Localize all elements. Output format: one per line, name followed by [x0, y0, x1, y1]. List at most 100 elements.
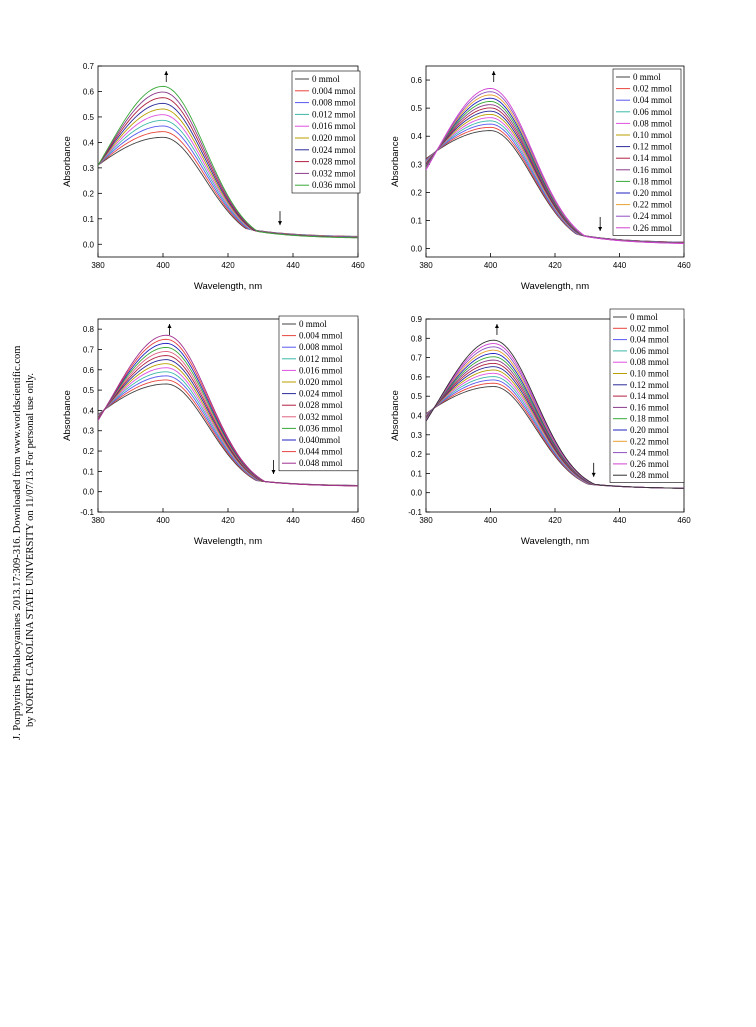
- y-tick-label: 0.7: [83, 62, 95, 71]
- increase-arrowhead: [164, 71, 169, 75]
- increase-arrowhead: [167, 324, 172, 328]
- legend-entry: 0.20 mmol: [630, 425, 670, 435]
- y-tick-label: 0.4: [83, 138, 95, 147]
- series-line: [426, 339, 684, 489]
- series-group: [426, 339, 684, 489]
- legend-entry: 0.016 mmol: [299, 365, 343, 375]
- y-axis-label: Absorbance: [62, 390, 73, 441]
- legend-entry: 0.020 mmol: [312, 133, 356, 143]
- legend-entry: 0.04 mmol: [633, 95, 673, 105]
- y-tick-label: 0.0: [411, 245, 423, 254]
- legend-entry: 0.08 mmol: [630, 357, 670, 367]
- legend-entry: 0 mmol: [633, 72, 661, 82]
- x-tick-label: 400: [484, 516, 498, 525]
- legend-entry: 0.024 mmol: [299, 389, 343, 399]
- legend-entry: 0.028 mmol: [299, 400, 343, 410]
- legend-entry: 0.16 mmol: [633, 165, 673, 175]
- y-tick-label: 0.7: [411, 354, 423, 363]
- series-line: [426, 88, 684, 244]
- chart-panel-bottom-right: 380 400 420 440 460 -0.1 0.0 0.1 0.2 0.3 0.4 0.5 0.6…: [390, 308, 691, 547]
- watermark-line-1: J. Porphyrins Phthalocyanines 2013.17:30…: [12, 346, 23, 740]
- legend-entry: 0.004 mmol: [299, 331, 343, 341]
- x-axis-label: Wavelength, nm: [521, 281, 589, 292]
- legend-entry: 0.008 mmol: [299, 342, 343, 352]
- x-tick-label: 460: [677, 261, 691, 270]
- legend-entry: 0.036 mmol: [299, 423, 343, 433]
- legend-entry: 0.04 mmol: [630, 335, 670, 345]
- x-tick-label: 380: [91, 516, 105, 525]
- y-tick-label: 0.7: [83, 345, 95, 354]
- legend-entry: 0.14 mmol: [630, 391, 670, 401]
- y-tick-label: 0.3: [411, 431, 423, 440]
- legend-entry: 0.004 mmol: [312, 86, 356, 96]
- x-tick-label: 440: [613, 516, 627, 525]
- legend-entry: 0.12 mmol: [630, 380, 670, 390]
- legend-entry: 0.22 mmol: [633, 200, 673, 210]
- legend-entry: 0 mmol: [630, 312, 658, 322]
- legend-box: [612, 68, 682, 236]
- legend-entry: 0.02 mmol: [630, 323, 670, 333]
- x-tick-label: 460: [677, 516, 691, 525]
- legend-entry: 0.032 mmol: [299, 412, 343, 422]
- legend-entry: 0.10 mmol: [633, 130, 673, 140]
- legend-entry: 0.26 mmol: [633, 223, 673, 233]
- legend-entry: 0.16 mmol: [630, 402, 670, 412]
- y-tick-label: 0.3: [83, 164, 95, 173]
- legend-entry: 0.08 mmol: [633, 118, 673, 128]
- y-tick-label: 0.2: [83, 447, 95, 456]
- legend-entry: 0.048 mmol: [299, 458, 343, 468]
- y-tick-label: 0.1: [411, 469, 423, 478]
- y-tick-label: -0.1: [408, 508, 422, 517]
- x-tick-label: 380: [419, 261, 433, 270]
- y-tick-label: 0.1: [83, 215, 95, 224]
- y-tick-label: 0.4: [411, 412, 423, 421]
- legend-entry: 0 mmol: [312, 74, 340, 84]
- y-tick-label: 0.4: [411, 132, 423, 141]
- x-tick-label: 380: [91, 261, 105, 270]
- chart-panel-top-right: 380 400 420 440 460 0.0 0.1 0.2 0.3 0.4 0.5 0.6 Wave…: [390, 65, 691, 292]
- y-tick-label: 0.8: [411, 334, 423, 343]
- x-axis-label: Wavelength, nm: [194, 281, 262, 292]
- x-tick-label: 400: [484, 261, 498, 270]
- y-tick-label: -0.1: [80, 508, 94, 517]
- y-tick-label: 0.2: [411, 188, 423, 197]
- x-tick-label: 440: [286, 516, 300, 525]
- chart-panel-bottom-left: 380 400 420 440 460 -0.1 0.0 0.1 0.2 0.3 0.4 0.5 0.6…: [62, 315, 365, 547]
- x-tick-label: 420: [221, 516, 235, 525]
- legend-entry: 0.024 mmol: [312, 145, 356, 155]
- legend-entry: 0.24 mmol: [630, 448, 670, 458]
- watermark-line-2: by NORTH CAROLINA STATE UNIVERSITY on 11…: [25, 373, 36, 727]
- legend-entry: 0.18 mmol: [633, 176, 673, 186]
- legend-entry: 0.14 mmol: [633, 153, 673, 163]
- copyright-watermark: J. Porphyrins Phthalocyanines 2013.17:30…: [12, 346, 36, 740]
- x-tick-label: 400: [156, 261, 170, 270]
- x-tick-label: 380: [419, 516, 433, 525]
- legend-entry: 0.016 mmol: [312, 121, 356, 131]
- y-tick-label: 0.0: [411, 489, 423, 498]
- y-tick-label: 0.6: [411, 76, 423, 85]
- series-group: [426, 88, 684, 244]
- legend-entry: 0.040mmol: [299, 435, 341, 445]
- legend-entry: 0.036 mmol: [312, 180, 356, 190]
- legend-entry: 0.10 mmol: [630, 369, 670, 379]
- y-tick-label: 0.5: [411, 392, 423, 401]
- y-tick-label: 0.5: [83, 113, 95, 122]
- x-tick-label: 460: [351, 516, 365, 525]
- legend-entry: 0.18 mmol: [630, 414, 670, 424]
- decrease-arrowhead: [591, 472, 596, 477]
- y-tick-label: 0.6: [83, 366, 95, 375]
- legend-entry: 0.12 mmol: [633, 142, 673, 152]
- decrease-arrowhead: [598, 226, 603, 231]
- x-axis-label: Wavelength, nm: [521, 536, 589, 547]
- y-tick-label: 0.1: [411, 216, 423, 225]
- x-tick-label: 420: [221, 261, 235, 270]
- y-tick-label: 0.3: [83, 427, 95, 436]
- legend-entry: 0.28 mmol: [630, 470, 670, 480]
- y-tick-label: 0.8: [83, 325, 95, 334]
- series-line: [98, 334, 358, 487]
